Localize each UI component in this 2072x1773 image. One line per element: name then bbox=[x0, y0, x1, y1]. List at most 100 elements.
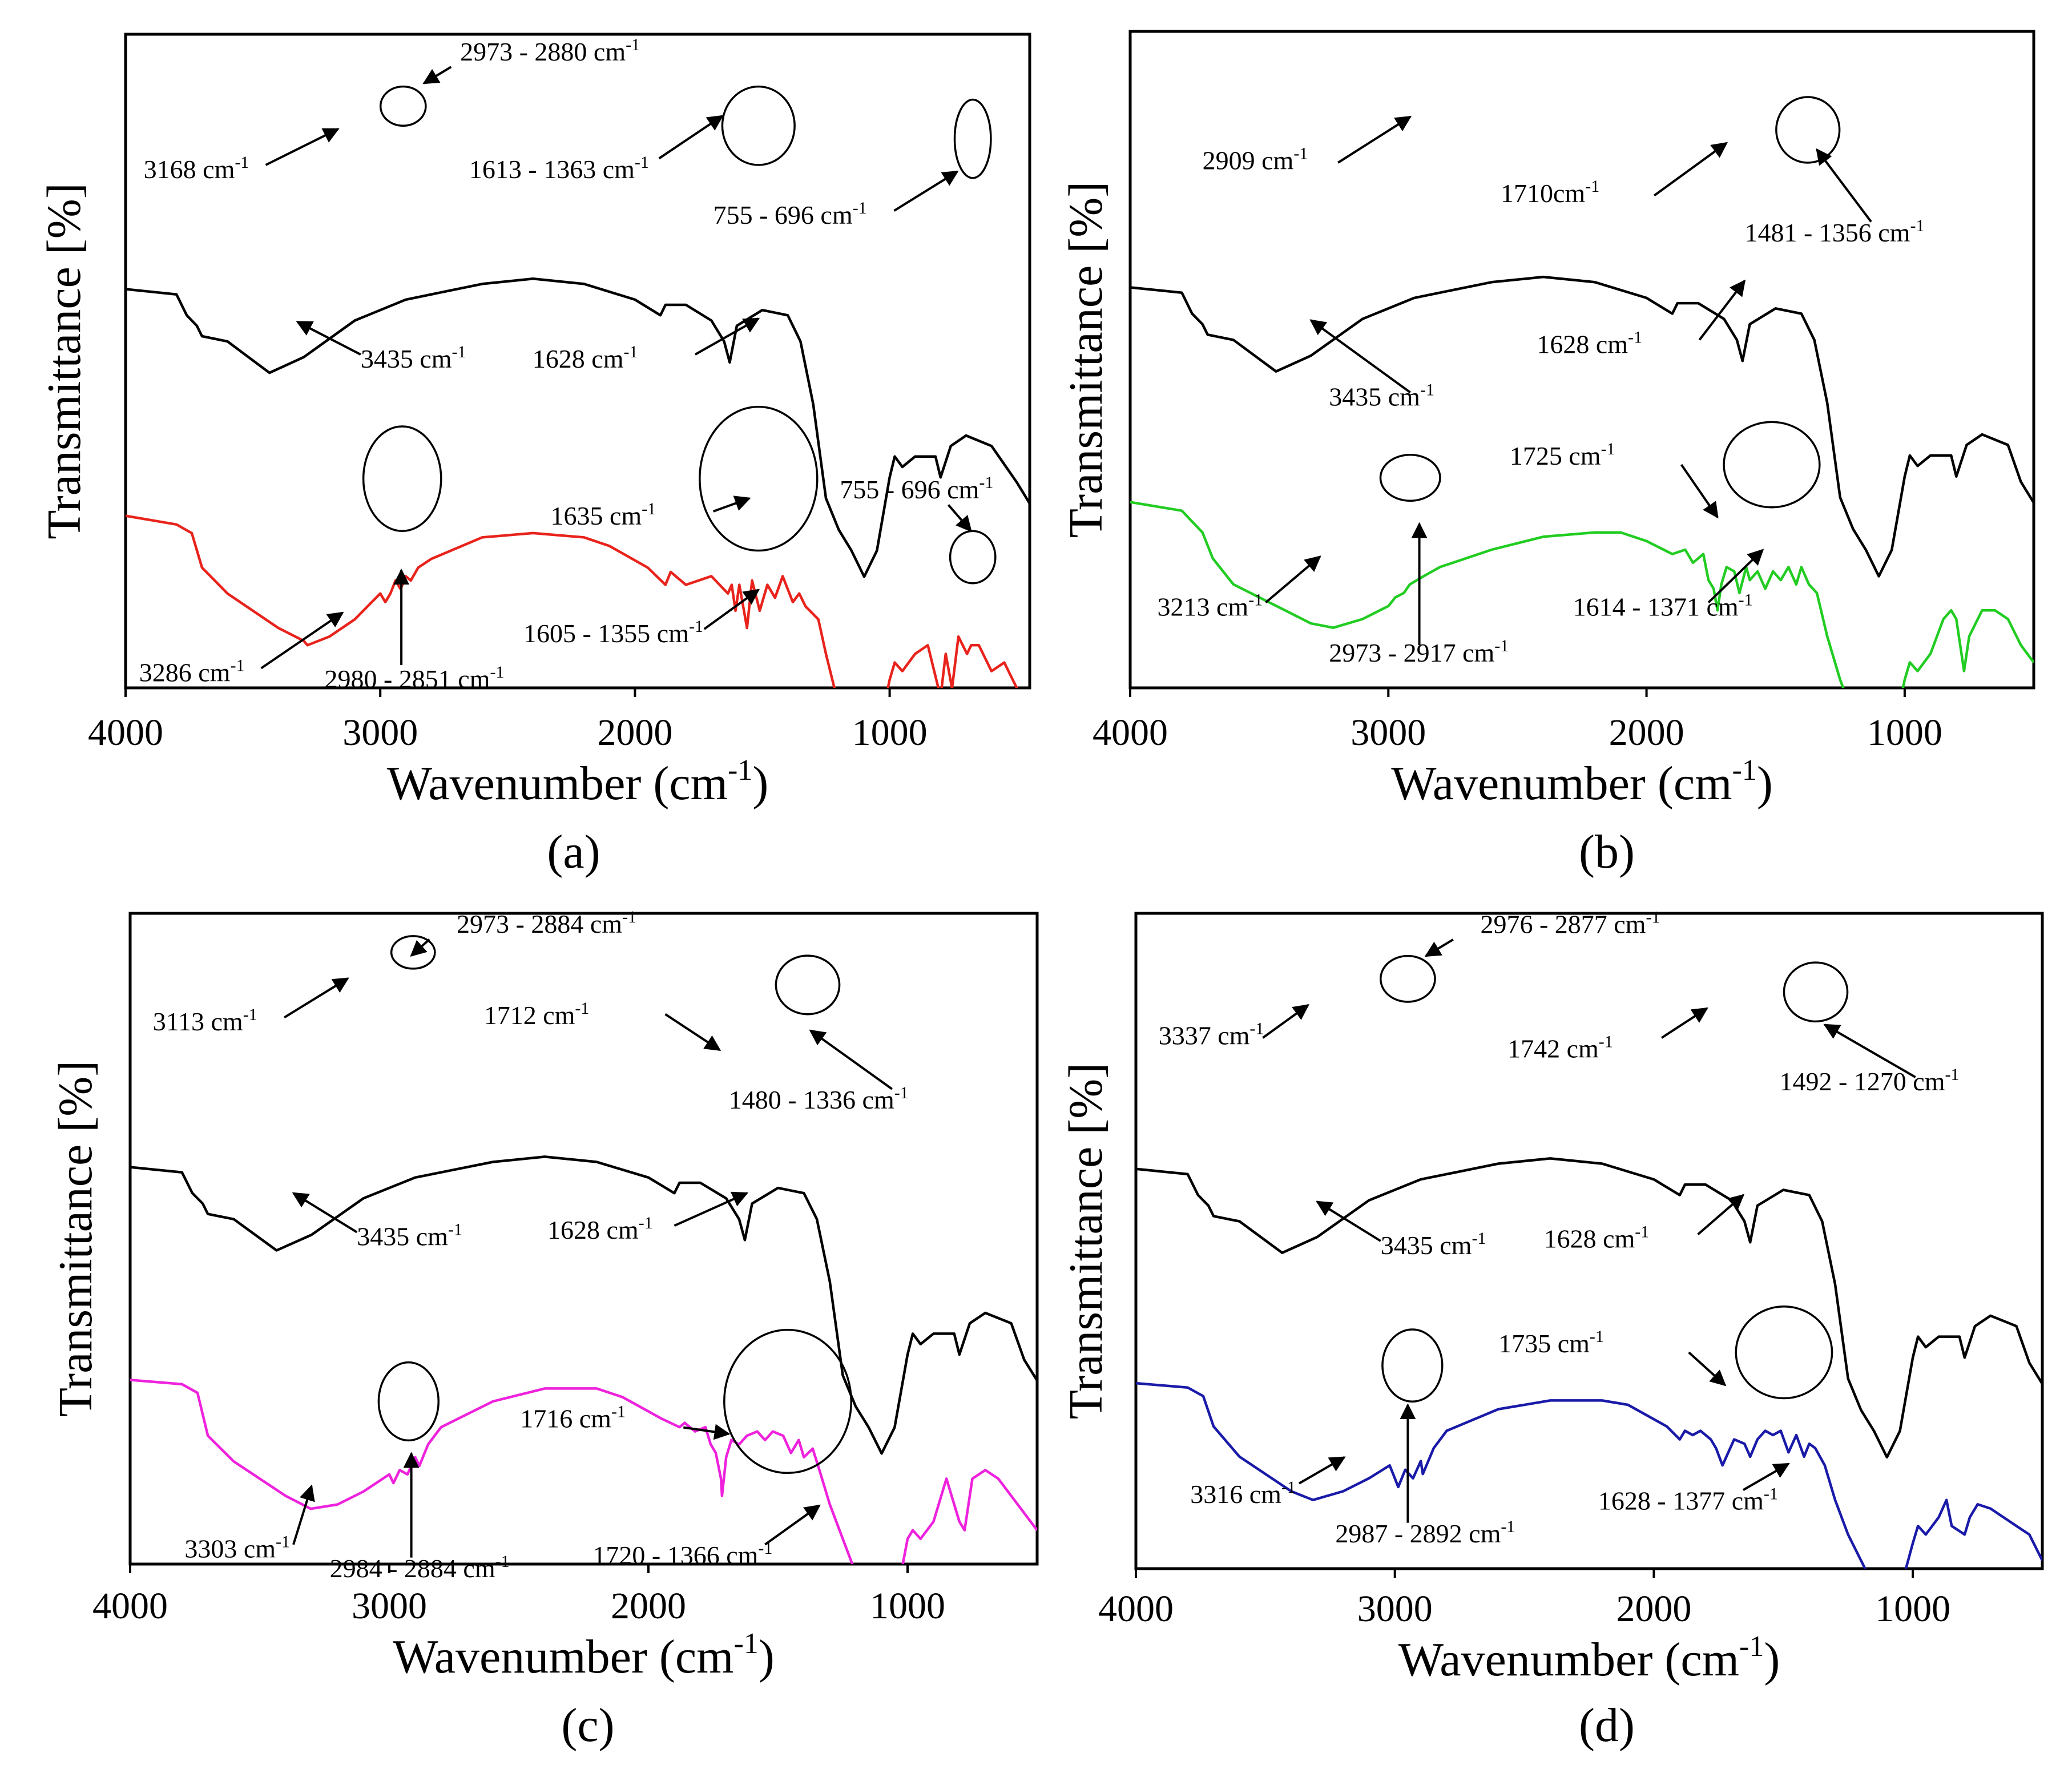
annotation-arrow bbox=[1424, 938, 1454, 957]
highlight-circle bbox=[699, 405, 819, 552]
highlight-circle bbox=[723, 1328, 853, 1474]
annotation-label: 2984 - 2884 cm-1 bbox=[330, 1552, 510, 1583]
annotation-label: 3435 cm-1 bbox=[361, 342, 466, 373]
highlight-circle bbox=[379, 85, 427, 127]
annotation-arrow bbox=[422, 66, 452, 84]
annotation-label: 2976 - 2877 cm-1 bbox=[1480, 908, 1660, 938]
annotation-label: 755 - 696 cm-1 bbox=[713, 199, 867, 229]
annotation-label: 1605 - 1355 cm-1 bbox=[523, 617, 703, 648]
annotation-label: 3286 cm-1 bbox=[139, 656, 245, 687]
annotation-arrow bbox=[292, 1192, 358, 1234]
annotation-arrow bbox=[410, 938, 430, 957]
annotation-label: 3337 cm-1 bbox=[1159, 1020, 1264, 1050]
panel-3: 4000 3000 2000 1000 Wavenumber (cm-1) Transmi… bbox=[1059, 908, 2044, 1752]
x-axis-label: Wavenumber (cm-1) bbox=[1398, 1630, 1780, 1686]
x-tick-label: 4000 bbox=[1098, 1588, 1174, 1630]
annotation-label: 1480 - 1336 cm-1 bbox=[729, 1083, 909, 1114]
annotation-label: 1742 cm-1 bbox=[1507, 1033, 1613, 1063]
series-line-middle bbox=[1136, 1157, 2042, 1459]
annotation-label: 1481 - 1356 cm-1 bbox=[1744, 216, 1924, 247]
x-tick-label: 2000 bbox=[1616, 1588, 1691, 1630]
series-line-middle bbox=[130, 1155, 1037, 1455]
y-axis-label: Transmittance [%] bbox=[49, 1061, 102, 1417]
x-tick-label: 2000 bbox=[611, 1585, 686, 1627]
annotation-arrow bbox=[1742, 1462, 1790, 1491]
annotation-arrow bbox=[296, 321, 361, 356]
x-tick-label: 1000 bbox=[1875, 1588, 1950, 1630]
x-tick-label: 3000 bbox=[352, 1585, 427, 1627]
x-tick-label: 3000 bbox=[1351, 712, 1426, 753]
x-tick-label: 1000 bbox=[852, 712, 928, 753]
panel-caption: (b) bbox=[1579, 825, 1635, 879]
x-axis-label: Wavenumber (cm-1) bbox=[387, 754, 769, 810]
annotation-label: 2987 - 2892 cm-1 bbox=[1335, 1517, 1515, 1548]
x-tick-label: 4000 bbox=[88, 712, 163, 753]
y-axis-label: Transmittance [%] bbox=[38, 183, 91, 539]
x-axis-label: Wavenumber (cm-1) bbox=[1391, 754, 1773, 810]
annotation-arrow bbox=[1707, 549, 1764, 603]
annotation-arrow bbox=[658, 115, 724, 160]
plot-frame bbox=[124, 33, 1031, 690]
annotation-arrow bbox=[1698, 279, 1746, 341]
highlight-circle bbox=[377, 1361, 440, 1442]
annotation-label: 1628 cm-1 bbox=[1544, 1222, 1650, 1253]
annotation-label: 3435 cm-1 bbox=[1329, 381, 1434, 412]
annotation-label: 3303 cm-1 bbox=[184, 1533, 290, 1564]
y-axis-label: Transmittance [%] bbox=[1059, 1063, 1112, 1419]
series-line-bottom bbox=[126, 514, 1019, 688]
x-tick-label: 4000 bbox=[1093, 712, 1168, 753]
annotation-label: 1492 - 1270 cm-1 bbox=[1779, 1065, 1959, 1096]
x-tick-label: 2000 bbox=[1609, 712, 1684, 753]
annotation-label: 2973 - 2884 cm-1 bbox=[457, 908, 636, 938]
annotation-label: 1720 - 1366 cm-1 bbox=[592, 1539, 772, 1570]
annotation-arrow bbox=[1298, 1456, 1346, 1485]
x-tick-label: 4000 bbox=[92, 1585, 168, 1627]
highlight-circle bbox=[1381, 1328, 1444, 1403]
panel-2: 4000 3000 2000 1000 Wavenumber (cm-1) Transmi… bbox=[49, 908, 1039, 1752]
x-tick-label: 3000 bbox=[342, 712, 418, 753]
annotation-arrow bbox=[1265, 555, 1321, 604]
annotation-label: 2973 - 2880 cm-1 bbox=[460, 35, 640, 66]
annotation-label: 2973 - 2917 cm-1 bbox=[1329, 636, 1509, 667]
annotation-arrow bbox=[764, 1504, 821, 1546]
series-line-middle bbox=[1130, 275, 2034, 578]
plot-frame bbox=[128, 912, 1039, 1566]
annotation-label: 3435 cm-1 bbox=[1381, 1229, 1486, 1260]
x-tick-label: 3000 bbox=[1357, 1588, 1433, 1630]
highlight-circle bbox=[390, 935, 436, 970]
annotation-arrow bbox=[703, 589, 760, 630]
annotation-label: 1735 cm-1 bbox=[1498, 1327, 1604, 1358]
annotation-label: 1614 - 1371 cm-1 bbox=[1573, 591, 1753, 622]
annotation-arrow bbox=[664, 1013, 721, 1051]
x-tick-label: 2000 bbox=[597, 712, 672, 753]
annotation-label: 2980 - 2851 cm-1 bbox=[324, 663, 504, 694]
highlight-circle bbox=[953, 98, 992, 179]
annotation-arrow bbox=[893, 170, 959, 212]
highlight-circle bbox=[721, 85, 796, 166]
highlight-circle bbox=[949, 530, 997, 585]
x-axis-label: Wavenumber (cm-1) bbox=[393, 1627, 775, 1683]
annotation-arrow bbox=[1688, 1351, 1727, 1387]
panel-caption: (c) bbox=[561, 1699, 614, 1752]
highlight-circle bbox=[775, 954, 841, 1016]
annotation-label: 1628 cm-1 bbox=[1537, 328, 1642, 359]
annotation-arrow bbox=[284, 977, 349, 1019]
x-tick-label: 1000 bbox=[870, 1585, 945, 1627]
annotation-label: 3168 cm-1 bbox=[144, 153, 249, 184]
series-line-middle bbox=[126, 277, 1030, 578]
annotation-arrow bbox=[1262, 1004, 1309, 1039]
annotation-arrow bbox=[694, 317, 760, 356]
annotation-label: 1613 - 1363 cm-1 bbox=[469, 153, 649, 184]
annotation-label: 1716 cm-1 bbox=[520, 1403, 626, 1433]
annotation-arrow bbox=[1816, 148, 1872, 223]
annotation-label: 1628 cm-1 bbox=[533, 342, 638, 373]
annotation-label: 3316 cm-1 bbox=[1190, 1478, 1296, 1509]
annotation-arrow bbox=[683, 1424, 731, 1440]
series-line-bottom bbox=[1130, 501, 2034, 688]
annotation-arrow bbox=[712, 495, 751, 513]
panel-1: 4000 3000 2000 1000 Wavenumber (cm-1) Transmi… bbox=[1059, 30, 2035, 879]
annotation-arrow bbox=[1680, 464, 1719, 519]
annotation-arrow bbox=[265, 128, 340, 166]
annotation-label: 1725 cm-1 bbox=[1510, 440, 1615, 470]
annotation-label: 3213 cm-1 bbox=[1157, 591, 1263, 622]
